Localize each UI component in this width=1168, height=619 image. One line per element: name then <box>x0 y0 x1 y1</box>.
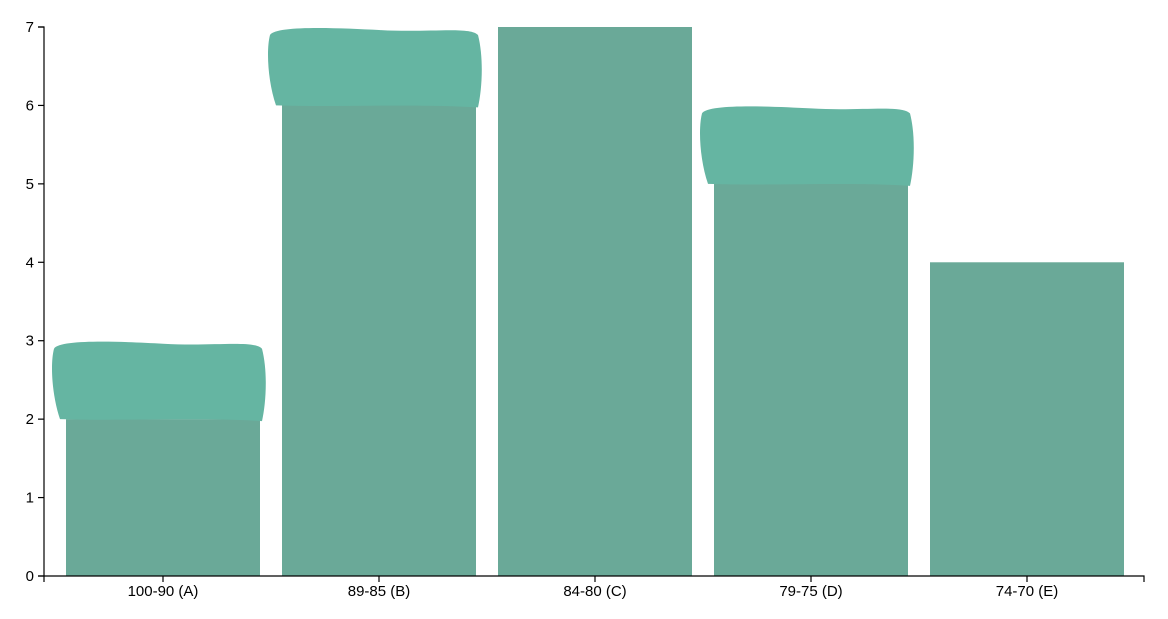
bar-5 <box>930 262 1124 576</box>
x-tick-label: 79-75 (D) <box>779 583 842 600</box>
overlay-1 <box>52 341 266 422</box>
x-tick-label: 84-80 (C) <box>563 583 626 600</box>
y-tick-label: 7 <box>26 19 34 36</box>
overlay-group <box>52 27 914 422</box>
x-axis: 100-90 (A) 89-85 (B) 84-80 (C) 79-75 (D) 74-… <box>43 575 1145 600</box>
y-tick-label: 3 <box>26 333 34 350</box>
y-axis: 0 1 2 3 4 5 6 7 <box>26 19 45 585</box>
x-tick-label: 89-85 (B) <box>348 583 411 600</box>
y-tick-label: 5 <box>26 176 34 193</box>
y-tick-label: 1 <box>26 490 34 507</box>
bars-group <box>66 27 1124 576</box>
bar-1 <box>66 419 260 576</box>
bar-3 <box>498 27 692 576</box>
x-axis-line <box>43 575 1145 582</box>
y-tick-label: 2 <box>26 411 34 428</box>
y-axis-line <box>38 26 45 577</box>
y-tick-label: 4 <box>26 254 34 271</box>
overlay-2 <box>268 27 482 108</box>
y-tick-label: 6 <box>26 97 34 114</box>
overlay-4 <box>700 106 914 186</box>
x-tick-label: 74-70 (E) <box>996 583 1059 600</box>
x-tick-label: 100-90 (A) <box>128 583 199 600</box>
y-tick-label: 0 <box>26 568 34 585</box>
bar-4 <box>714 183 908 576</box>
bar-2 <box>282 105 476 576</box>
